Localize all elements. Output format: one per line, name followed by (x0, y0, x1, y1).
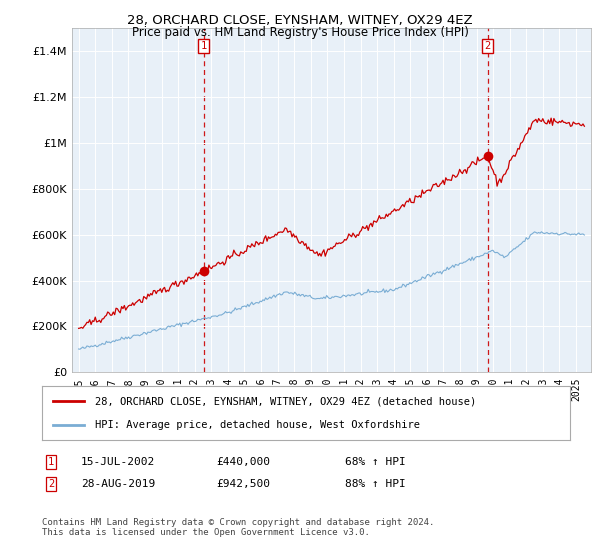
Text: 28, ORCHARD CLOSE, EYNSHAM, WITNEY, OX29 4EZ (detached house): 28, ORCHARD CLOSE, EYNSHAM, WITNEY, OX29… (95, 396, 476, 407)
Text: £440,000: £440,000 (216, 457, 270, 467)
Text: HPI: Average price, detached house, West Oxfordshire: HPI: Average price, detached house, West… (95, 419, 420, 430)
Text: 1: 1 (200, 41, 207, 52)
Text: 28-AUG-2019: 28-AUG-2019 (81, 479, 155, 489)
Text: 28, ORCHARD CLOSE, EYNSHAM, WITNEY, OX29 4EZ: 28, ORCHARD CLOSE, EYNSHAM, WITNEY, OX29… (127, 14, 473, 27)
Text: 2: 2 (484, 41, 491, 52)
Text: 15-JUL-2002: 15-JUL-2002 (81, 457, 155, 467)
Text: 1: 1 (48, 457, 54, 467)
Text: 88% ↑ HPI: 88% ↑ HPI (345, 479, 406, 489)
Text: 2: 2 (48, 479, 54, 489)
Text: Contains HM Land Registry data © Crown copyright and database right 2024.
This d: Contains HM Land Registry data © Crown c… (42, 518, 434, 538)
Text: £942,500: £942,500 (216, 479, 270, 489)
Text: Price paid vs. HM Land Registry's House Price Index (HPI): Price paid vs. HM Land Registry's House … (131, 26, 469, 39)
Text: 68% ↑ HPI: 68% ↑ HPI (345, 457, 406, 467)
